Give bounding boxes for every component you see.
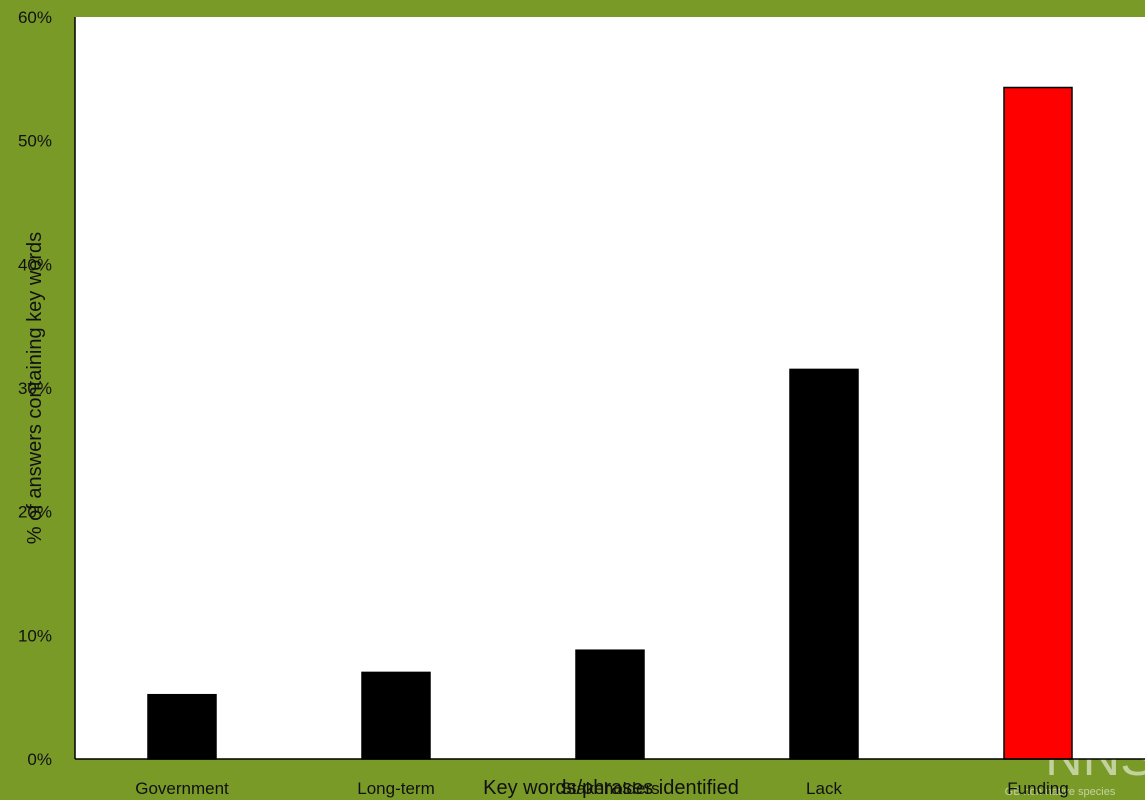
x-tick-label-long-term: Long-term xyxy=(357,779,434,798)
y-tick-label: 40% xyxy=(18,255,52,274)
y-tick-label: 10% xyxy=(18,626,52,645)
bar-lack xyxy=(789,368,859,760)
watermark-caption: GB non-native species xyxy=(1005,786,1116,798)
y-tick-label: 30% xyxy=(18,379,52,398)
y-axis-title: % of answers containing key words xyxy=(24,232,46,544)
y-tick-label: 20% xyxy=(18,503,52,522)
bars-group xyxy=(147,86,1073,760)
x-axis-title: Key words/phrases identified xyxy=(483,777,739,799)
x-tick-labels: Government Long-term Stakeholders Lack Fundi… xyxy=(135,779,1068,798)
y-tick-label: 60% xyxy=(18,8,52,27)
y-tick-label: 0% xyxy=(27,750,52,769)
y-tick-labels: 0% 10% 20% 30% 40% 50% 60% xyxy=(18,8,52,769)
x-tick-label-funding: Funding xyxy=(1007,779,1068,798)
bar-stakeholders xyxy=(575,649,645,760)
x-tick-label-lack: Lack xyxy=(806,779,842,798)
bar-long-term xyxy=(361,671,431,760)
x-tick-label-stakeholders: Stakeholders xyxy=(560,779,659,798)
bar-government xyxy=(147,693,217,760)
x-tick-label-government: Government xyxy=(135,779,229,798)
y-tick-label: 50% xyxy=(18,132,52,151)
plot-area xyxy=(75,17,1145,759)
bar-funding xyxy=(1003,86,1073,760)
